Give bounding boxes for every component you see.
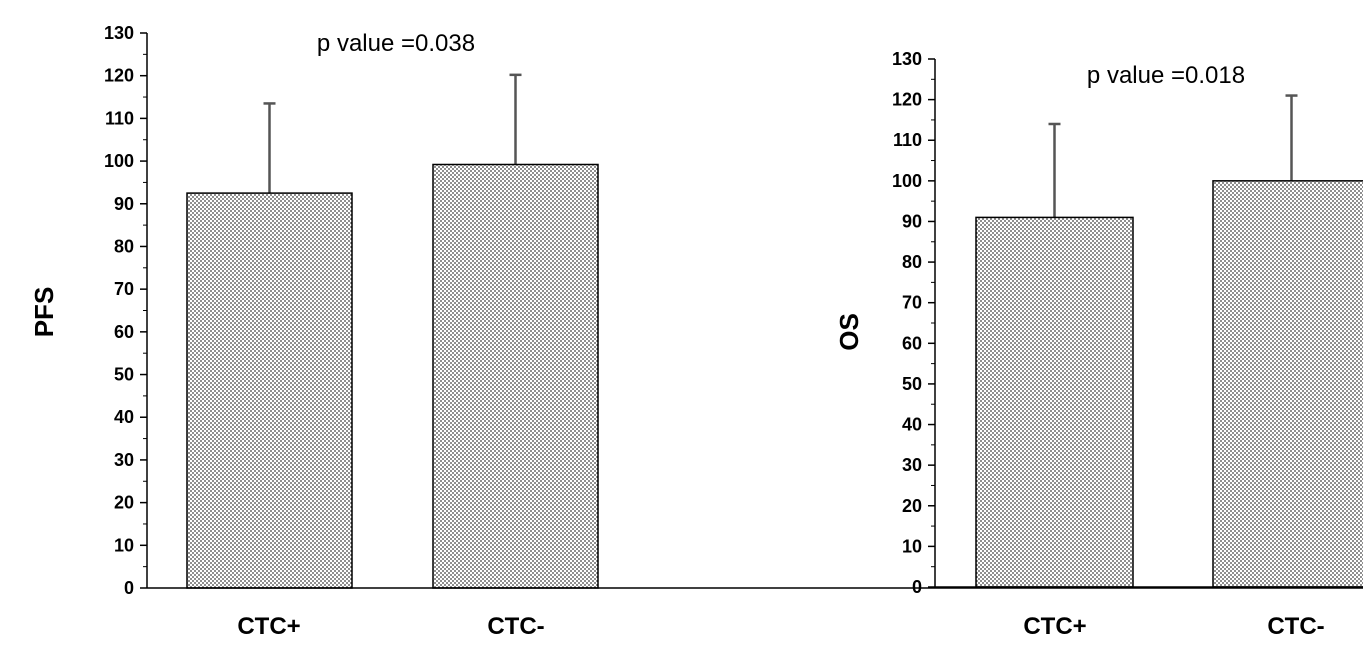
pfs-y-tick-label: 20 (114, 493, 134, 513)
pfs-category-label: CTC- (487, 613, 544, 640)
pfs-y-tick-label: 60 (114, 322, 134, 342)
os-y-tick-label: 80 (902, 252, 922, 272)
os-bar (1212, 180, 1363, 588)
os-y-tick-label: 40 (902, 415, 922, 435)
os-y-tick-label: 120 (892, 90, 922, 110)
pfs-y-tick-label: 130 (104, 23, 134, 43)
os-category-label: CTC- (1267, 613, 1324, 640)
pfs-bar (186, 192, 353, 589)
os-y-tick-label: 10 (902, 536, 922, 556)
os-y-axis-title: OS (834, 313, 864, 351)
os-y-tick-label: 90 (902, 211, 922, 231)
os-y-tick-label: 70 (902, 293, 922, 313)
os-y-tick-label: 50 (902, 374, 922, 394)
os-y-tick-label: 130 (892, 49, 922, 69)
os-p-value-annotation: p value =0.018 (1087, 62, 1245, 89)
pfs-y-tick-label: 80 (114, 236, 134, 256)
os-y-tick-label: 0 (912, 577, 922, 597)
pfs-category-label: CTC+ (237, 613, 300, 640)
pfs-y-tick-label: 100 (104, 151, 134, 171)
pfs-y-tick-label: 40 (114, 407, 134, 427)
os-y-tick-label: 20 (902, 496, 922, 516)
pfs-y-tick-label: 90 (114, 194, 134, 214)
pfs-p-value-annotation: p value =0.038 (317, 30, 475, 57)
os-chart: OS p value =0.018 0 10 20 30 40 50 60 70 80 90 100… (834, 49, 1363, 640)
os-y-tick-label: 30 (902, 455, 922, 475)
pfs-chart: PFS p value =0.038 0 10 20 30 40 50 60 70 80 90 10… (29, 23, 1363, 640)
pfs-y-axis-title: PFS (29, 287, 59, 338)
pfs-y-tick-label: 30 (114, 450, 134, 470)
pfs-y-tick-label: 0 (124, 578, 134, 598)
pfs-bar (432, 163, 599, 589)
pfs-y-tick-label: 10 (114, 535, 134, 555)
os-y-tick-label: 100 (892, 171, 922, 191)
os-y-tick-label: 60 (902, 333, 922, 353)
os-bar (975, 216, 1134, 588)
os-category-label: CTC+ (1023, 613, 1086, 640)
pfs-y-tick-label: 70 (114, 279, 134, 299)
pfs-y-tick-label: 120 (104, 66, 134, 86)
pfs-y-tick-label: 50 (114, 365, 134, 385)
os-y-tick-label: 110 (893, 130, 922, 150)
pfs-y-tick-label: 110 (105, 108, 134, 128)
